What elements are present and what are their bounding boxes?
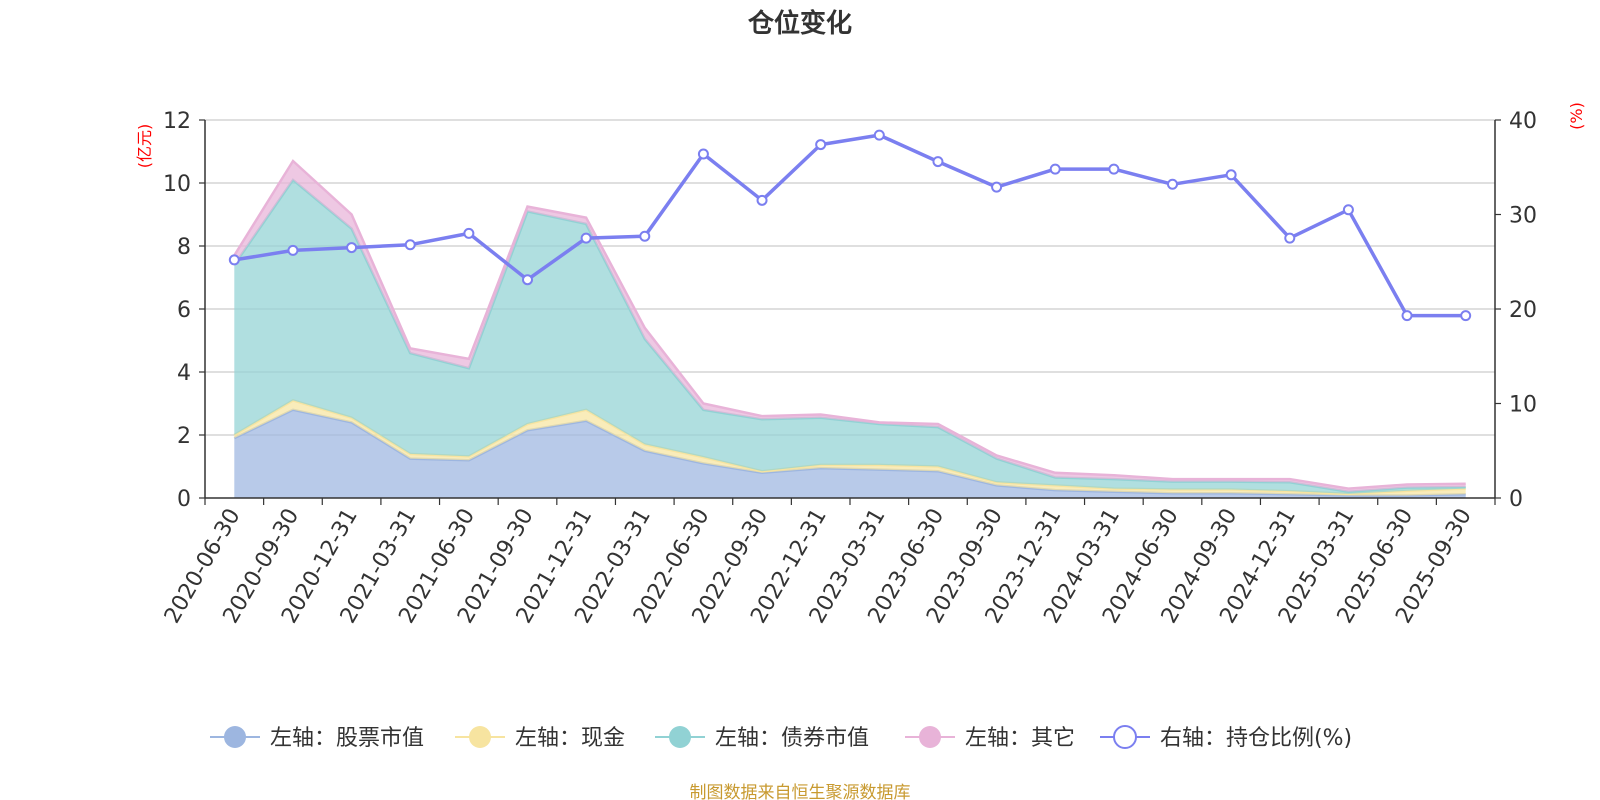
legend-label: 左轴：股票市值 [270,726,424,751]
ratio-point [1049,163,1061,175]
ratio-point [1167,178,1178,190]
legend-marker [669,726,691,748]
legend-label: 右轴：持仓比例(%) [1160,726,1352,751]
ratio-point [1108,163,1120,175]
area-左轴：债券市值 [234,179,1466,494]
ratio-point [404,239,416,251]
legend: 左轴：股票市值 左轴：现金 左轴：债券市值 左轴：其它 右轴：持仓比例(%) [210,725,1352,751]
left-tick-label: 10 [163,172,191,197]
left-tick-label: 6 [177,298,191,323]
ratio-point [346,242,358,254]
legend-marker [1113,725,1137,749]
ratio-line [228,129,1472,322]
ratio-point [639,230,651,242]
ratio-point [697,148,709,160]
ratio-point [1460,310,1472,322]
stacked-areas [233,159,1466,498]
area-左轴：现金 [234,400,1466,496]
ratio-point [1342,204,1354,216]
chart-title: 仓位变化 [747,8,852,39]
left-axis-unit: (亿元) [135,124,154,169]
left-tick-label: 12 [163,109,191,134]
left-tick-label: 0 [177,487,191,512]
right-tick-label: 30 [1509,204,1537,229]
ratio-point [1284,232,1296,244]
left-tick-label: 8 [177,235,191,260]
ratio-point [756,194,768,206]
data-source-note: 制图数据来自恒生聚源数据库 [690,783,911,800]
ratio-point [228,254,240,266]
right-tick-label: 20 [1509,298,1537,323]
ratio-line-path [234,133,1466,318]
ratio-point [522,274,533,286]
ratio-point [932,156,944,168]
legend-marker [224,726,246,748]
right-tick-label: 10 [1509,393,1537,418]
left-tick-label: 2 [177,424,191,449]
ratio-point [287,244,299,256]
ratio-point [991,181,1003,193]
ratio-point [1225,169,1237,181]
ratio-point [580,232,592,244]
ratio-point [1401,310,1413,322]
legend-label: 左轴：其它 [965,726,1075,751]
left-tick-label: 4 [177,361,191,386]
right-axis-unit: (%) [1567,102,1586,130]
right-tick-label: 40 [1509,109,1537,134]
ratio-point [873,129,885,141]
area-edge-左轴：其它 [233,159,1466,490]
legend-marker [919,726,941,748]
area-左轴：股票市值 [234,409,1466,498]
legend-label: 左轴：现金 [515,726,625,751]
legend-marker [469,726,491,748]
legend-label: 左轴：债券市值 [715,726,869,751]
right-tick-label: 0 [1509,487,1523,512]
ratio-point [463,227,475,239]
ratio-point [815,139,827,151]
